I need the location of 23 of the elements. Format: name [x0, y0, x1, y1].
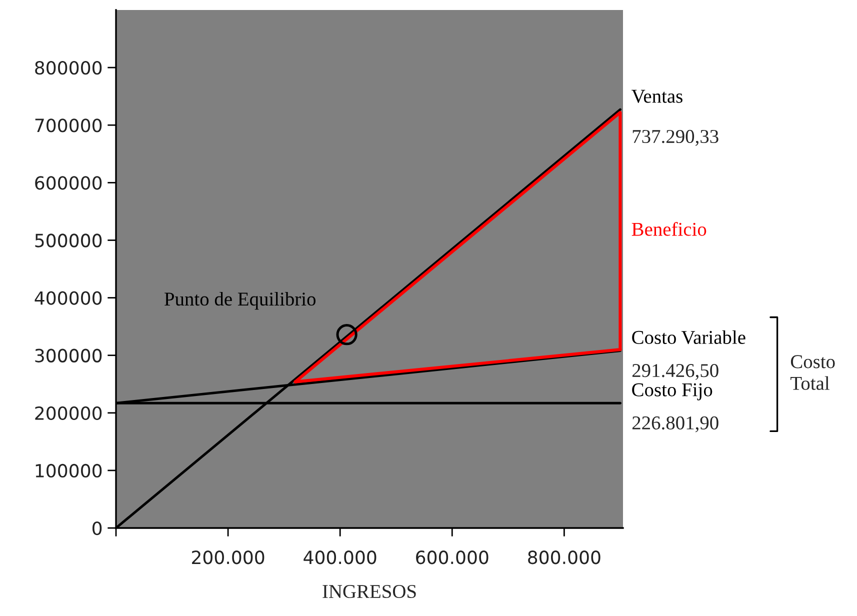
x-tick-label: 600.000 [416, 550, 488, 564]
y-tick-label: 800000 [35, 61, 102, 75]
series-label: Punto de Equilibrio [164, 292, 316, 310]
y-tick-label: 500000 [35, 234, 102, 248]
y-tick-label: 600000 [35, 176, 102, 190]
series-label: Costo Variable [632, 330, 746, 344]
y-tick-label: 700000 [35, 118, 102, 132]
series-label: Costo Fijo [632, 383, 712, 400]
y-tick-label: 200000 [35, 406, 102, 420]
x-axis-title: INGRESOS [322, 584, 416, 598]
series-label: Beneficio [632, 222, 706, 236]
x-tick-label: 800.000 [528, 550, 600, 564]
y-tick-label: 100000 [36, 464, 102, 478]
y-tick-label: 0 [92, 521, 102, 536]
y-tick-label: 300000 [35, 348, 102, 362]
x-tick-label: 400.000 [304, 550, 376, 564]
text: 226.801,90 [632, 416, 718, 432]
text: Costo Total [790, 355, 835, 390]
x-tick-label: 200.000 [192, 550, 264, 564]
text: 291.426,50 [632, 364, 718, 380]
text: 737.290,33 [632, 130, 718, 146]
y-tick-label: 400000 [34, 291, 102, 305]
series-label: Ventas [632, 90, 682, 103]
